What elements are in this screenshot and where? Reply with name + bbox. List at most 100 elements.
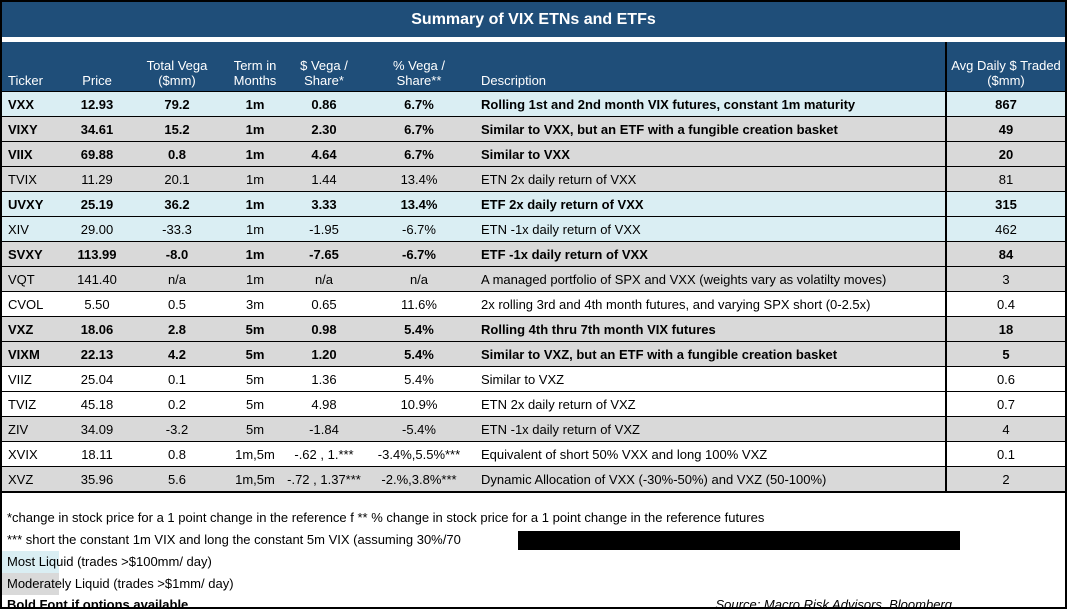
cell-avg_daily: 81 [945,166,1065,192]
footnote-xvix-assumption: *** short the constant 1m VIX and long t… [7,532,461,547]
cell-dollar_vega: 0.86 [284,91,364,117]
header-avg-daily-traded: Avg Daily $ Traded ($mm) [945,42,1065,92]
cell-total_vega: -3.2 [128,416,226,442]
cell-description: ETN 2x daily return of VXX [474,166,946,192]
cell-ticker: VIIZ [2,366,66,392]
cell-price: 35.96 [66,466,128,492]
cell-term: 1m [226,141,284,167]
table-row: ZIV 34.09 -3.2 5m -1.84 -5.4% ETN -1x daily re… [2,416,1065,442]
cell-avg_daily: 3 [945,266,1065,292]
cell-pct_vega: 5.4% [364,341,474,367]
cell-ticker: XVIX [2,441,66,467]
table-row: VIIZ 25.04 0.1 5m 1.36 5.4% Similar to VXZ 0.6 [2,366,1065,392]
cell-pct_vega: -3.4%,5.5%*** [364,441,474,467]
cell-ticker: CVOL [2,291,66,317]
cell-description: Rolling 1st and 2nd month VIX futures, c… [474,91,946,117]
cell-price: 12.93 [66,91,128,117]
table-body: VXX 12.93 79.2 1m 0.86 6.7% Rolling 1st and 2n… [2,91,1065,492]
cell-dollar_vega: 0.98 [284,316,364,342]
cell-dollar_vega: -.72 , 1.37*** [284,466,364,492]
cell-price: 25.04 [66,366,128,392]
cell-ticker: VIXM [2,341,66,367]
cell-term: 1m [226,166,284,192]
cell-pct_vega: -5.4% [364,416,474,442]
cell-dollar_vega: 1.44 [284,166,364,192]
cell-total_vega: 15.2 [128,116,226,142]
cell-pct_vega: 13.4% [364,191,474,217]
cell-price: 22.13 [66,341,128,367]
cell-term: 1m [226,91,284,117]
cell-term: 1m [226,266,284,292]
cell-description: ETN 2x daily return of VXZ [474,391,946,417]
cell-avg_daily: 5 [945,341,1065,367]
cell-dollar_vega: -1.95 [284,216,364,242]
cell-avg_daily: 0.7 [945,391,1065,417]
cell-total_vega: 0.5 [128,291,226,317]
cell-description: A managed portfolio of SPX and VXX (weig… [474,266,946,292]
cell-ticker: XIV [2,216,66,242]
cell-term: 1m [226,191,284,217]
table-row: TVIZ 45.18 0.2 5m 4.98 10.9% ETN 2x daily retu… [2,391,1065,417]
cell-price: 45.18 [66,391,128,417]
cell-ticker: VIIX [2,141,66,167]
table-row: TVIX 11.29 20.1 1m 1.44 13.4% ETN 2x daily ret… [2,166,1065,192]
header-total-vega: Total Vega ($mm) [128,42,226,92]
cell-avg_daily: 4 [945,416,1065,442]
header-ticker: Ticker [2,42,66,92]
table-row: XIV 29.00 -33.3 1m -1.95 -6.7% ETN -1x daily r… [2,216,1065,242]
footnote-vega-definitions: *change in stock price for a 1 point cha… [7,510,765,525]
cell-total_vega: 0.2 [128,391,226,417]
cell-dollar_vega: n/a [284,266,364,292]
cell-description: Similar to VXX [474,141,946,167]
cell-term: 1m,5m [226,441,284,467]
cell-term: 5m [226,416,284,442]
cell-dollar_vega: 1.36 [284,366,364,392]
cell-pct_vega: 6.7% [364,116,474,142]
table-row: UVXY 25.19 36.2 1m 3.33 13.4% ETF 2x daily ret… [2,191,1065,217]
cell-avg_daily: 462 [945,216,1065,242]
cell-avg_daily: 0.1 [945,441,1065,467]
cell-price: 113.99 [66,241,128,267]
cell-dollar_vega: 0.65 [284,291,364,317]
cell-description: Similar to VXZ [474,366,946,392]
cell-pct_vega: -6.7% [364,241,474,267]
cell-avg_daily: 2 [945,466,1065,492]
cell-term: 1m [226,241,284,267]
cell-pct_vega: 5.4% [364,366,474,392]
table-row: XVIX 18.11 0.8 1m,5m -.62 , 1.*** -3.4%,5.5%*… [2,441,1065,467]
cell-ticker: TVIX [2,166,66,192]
vix-etn-etf-table: Ticker Price Total Vega ($mm) Term in Mo… [2,42,1065,493]
cell-avg_daily: 0.4 [945,291,1065,317]
cell-term: 1m,5m [226,466,284,492]
header-pct-vega: % Vega / Share** [364,42,474,92]
cell-pct_vega: 11.6% [364,291,474,317]
cell-price: 34.61 [66,116,128,142]
cell-term: 5m [226,366,284,392]
table-row: VIXY 34.61 15.2 1m 2.30 6.7% Similar to VXX, b… [2,116,1065,142]
cell-pct_vega: -6.7% [364,216,474,242]
cell-total_vega: 36.2 [128,191,226,217]
cell-term: 5m [226,316,284,342]
legend-moderately-liquid: Moderately Liquid (trades >$1mm/ day) [2,573,1065,595]
footnotes: *change in stock price for a 1 point cha… [2,493,1065,607]
cell-ticker: VXX [2,91,66,117]
cell-pct_vega: 5.4% [364,316,474,342]
cell-description: ETN -1x daily return of VXZ [474,416,946,442]
table-row: VXX 12.93 79.2 1m 0.86 6.7% Rolling 1st and 2n… [2,91,1065,117]
table-header-row: Ticker Price Total Vega ($mm) Term in Mo… [2,42,1065,92]
cell-ticker: VQT [2,266,66,292]
cell-avg_daily: 867 [945,91,1065,117]
cell-total_vega: -8.0 [128,241,226,267]
cell-price: 18.11 [66,441,128,467]
cell-dollar_vega: -7.65 [284,241,364,267]
cell-description: ETF -1x daily return of VXX [474,241,946,267]
table-row: VXZ 18.06 2.8 5m 0.98 5.4% Rolling 4th thru 7t… [2,316,1065,342]
cell-total_vega: 2.8 [128,316,226,342]
cell-description: Similar to VXZ, but an ETF with a fungib… [474,341,946,367]
cell-term: 1m [226,116,284,142]
cell-pct_vega: 13.4% [364,166,474,192]
cell-dollar_vega: 4.64 [284,141,364,167]
cell-description: Equivalent of short 50% VXX and long 100… [474,441,946,467]
cell-dollar_vega: 4.98 [284,391,364,417]
